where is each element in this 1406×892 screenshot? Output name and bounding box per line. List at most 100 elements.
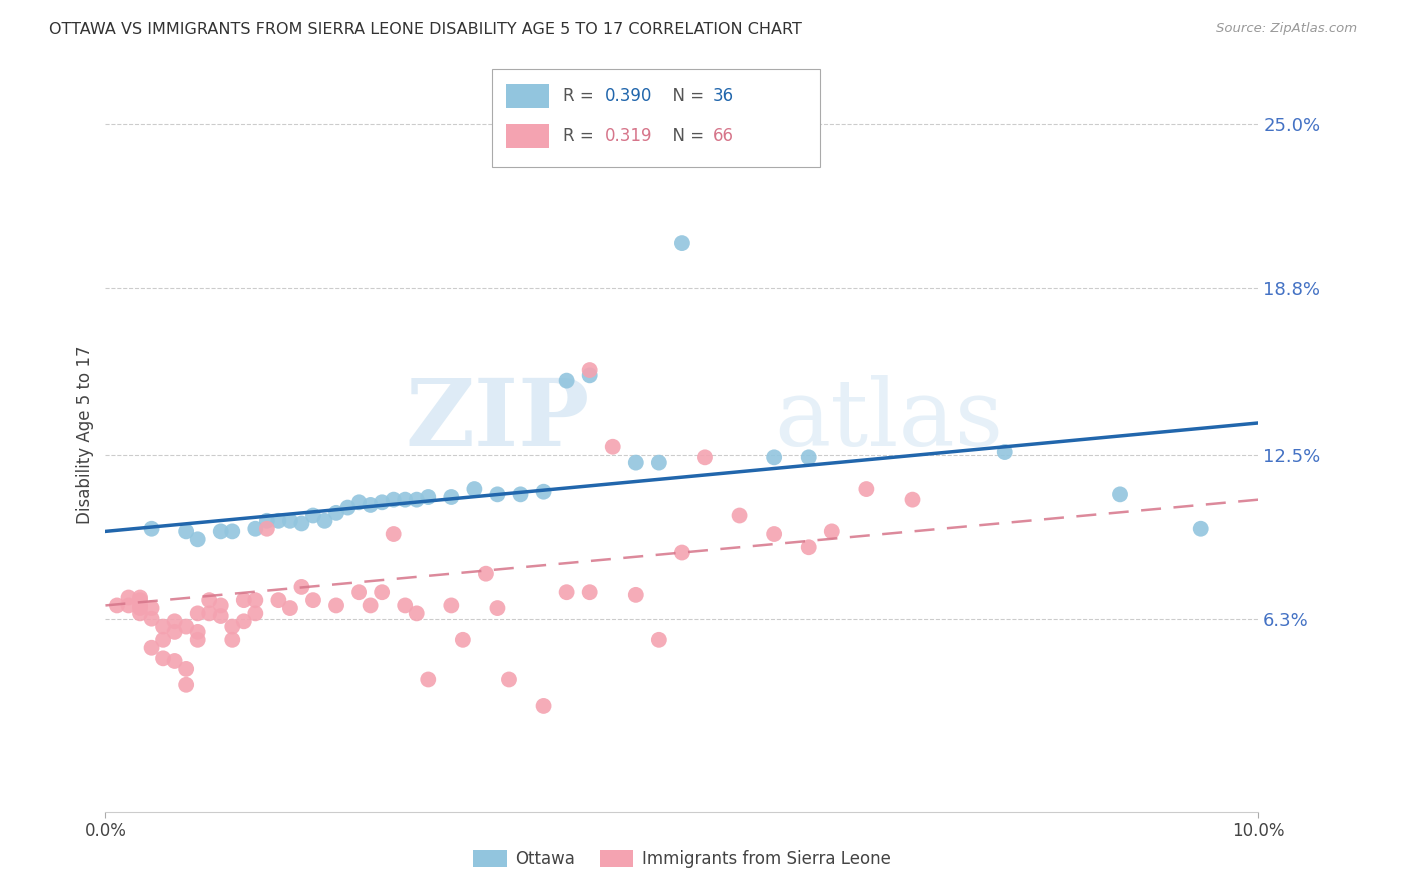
Point xyxy=(129,601,152,615)
Point xyxy=(360,599,382,613)
Point xyxy=(763,527,786,541)
Point xyxy=(671,545,693,559)
Text: 36: 36 xyxy=(713,87,734,105)
Point xyxy=(174,662,197,676)
Point xyxy=(463,482,485,496)
Point xyxy=(163,615,186,629)
Point xyxy=(187,632,209,647)
Point xyxy=(371,585,394,599)
Point xyxy=(256,514,278,528)
Point xyxy=(797,541,820,555)
Text: 0.319: 0.319 xyxy=(605,127,652,145)
Point xyxy=(267,593,290,607)
Text: ZIP: ZIP xyxy=(405,375,589,465)
Point xyxy=(117,591,139,605)
Point xyxy=(394,599,416,613)
Point xyxy=(302,508,325,523)
Point xyxy=(440,490,463,504)
Point xyxy=(555,585,578,599)
Point xyxy=(394,492,416,507)
Point xyxy=(371,495,394,509)
Bar xyxy=(506,85,550,109)
Point xyxy=(382,492,405,507)
Point xyxy=(141,601,163,615)
Point xyxy=(693,450,716,465)
Point xyxy=(290,580,312,594)
Point xyxy=(117,599,139,613)
Point xyxy=(533,484,555,499)
Point xyxy=(451,632,474,647)
Point xyxy=(141,612,163,626)
Point xyxy=(336,500,359,515)
Point xyxy=(221,524,243,539)
Point xyxy=(187,607,209,621)
Point xyxy=(1189,522,1212,536)
Point xyxy=(624,456,647,470)
Point xyxy=(624,588,647,602)
Point xyxy=(405,607,427,621)
Text: N =: N = xyxy=(662,127,710,145)
Point xyxy=(174,619,197,633)
Y-axis label: Disability Age 5 to 17: Disability Age 5 to 17 xyxy=(76,345,94,524)
Point xyxy=(486,601,509,615)
Point xyxy=(256,522,278,536)
Point xyxy=(152,632,174,647)
Point xyxy=(302,593,325,607)
Text: atlas: atlas xyxy=(775,375,1004,465)
Point xyxy=(221,619,243,633)
Point xyxy=(198,593,221,607)
Point xyxy=(198,607,221,621)
Point xyxy=(221,632,243,647)
Point xyxy=(129,607,152,621)
Point xyxy=(855,482,877,496)
Point xyxy=(821,524,844,539)
Point xyxy=(555,374,578,388)
Point xyxy=(602,440,624,454)
Point xyxy=(382,527,405,541)
Point xyxy=(187,624,209,639)
Point xyxy=(578,368,600,383)
Point xyxy=(187,533,209,547)
Text: 66: 66 xyxy=(713,127,734,145)
Text: R =: R = xyxy=(564,87,599,105)
Point xyxy=(141,640,163,655)
Point xyxy=(278,601,301,615)
Point xyxy=(129,591,152,605)
Text: R =: R = xyxy=(564,127,599,145)
Point xyxy=(245,593,267,607)
Point xyxy=(578,363,600,377)
Point xyxy=(671,236,693,251)
Point xyxy=(232,615,254,629)
FancyBboxPatch shape xyxy=(492,70,820,168)
Point xyxy=(498,673,520,687)
Text: OTTAWA VS IMMIGRANTS FROM SIERRA LEONE DISABILITY AGE 5 TO 17 CORRELATION CHART: OTTAWA VS IMMIGRANTS FROM SIERRA LEONE D… xyxy=(49,22,801,37)
Point xyxy=(314,514,336,528)
Point xyxy=(245,607,267,621)
Point xyxy=(509,487,531,501)
Point xyxy=(325,599,347,613)
Point xyxy=(901,492,924,507)
Point xyxy=(728,508,751,523)
Bar xyxy=(506,124,550,148)
Point xyxy=(325,506,347,520)
Point xyxy=(129,593,152,607)
Point xyxy=(163,624,186,639)
Point xyxy=(440,599,463,613)
Text: Source: ZipAtlas.com: Source: ZipAtlas.com xyxy=(1216,22,1357,36)
Point xyxy=(129,599,152,613)
Point xyxy=(152,619,174,633)
Point xyxy=(994,445,1017,459)
Point xyxy=(347,495,370,509)
Point xyxy=(105,599,128,613)
Point xyxy=(486,487,509,501)
Point xyxy=(245,522,267,536)
Point xyxy=(578,585,600,599)
Point xyxy=(290,516,312,531)
Text: 0.390: 0.390 xyxy=(605,87,652,105)
Point xyxy=(418,490,440,504)
Point xyxy=(152,651,174,665)
Point xyxy=(174,524,197,539)
Point xyxy=(232,593,254,607)
Point xyxy=(1109,487,1132,501)
Legend: Ottawa, Immigrants from Sierra Leone: Ottawa, Immigrants from Sierra Leone xyxy=(467,844,897,875)
